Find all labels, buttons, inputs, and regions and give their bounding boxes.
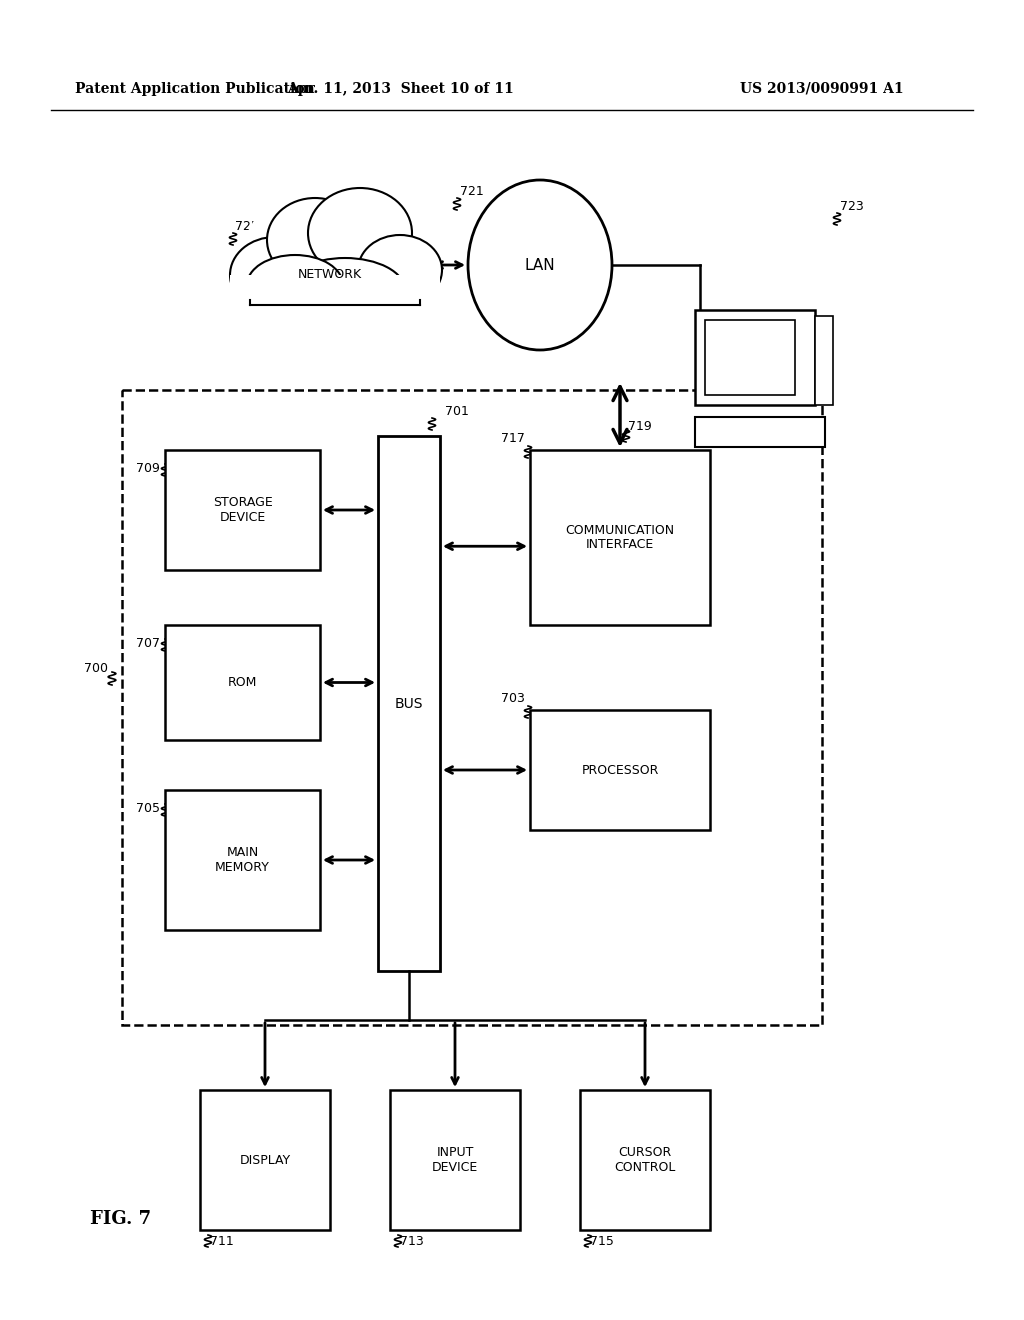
Ellipse shape [247,255,343,315]
Text: 721: 721 [460,185,483,198]
Text: 717: 717 [501,432,525,445]
Text: 725: 725 [234,220,259,234]
Text: 719: 719 [628,420,651,433]
Text: NETWORK: NETWORK [298,268,362,281]
Text: 713: 713 [400,1236,424,1247]
Text: 715: 715 [590,1236,613,1247]
Bar [165,450,319,570]
Text: COMMUNICATION
INTERFACE: COMMUNICATION INTERFACE [565,524,675,552]
Ellipse shape [308,187,412,279]
Ellipse shape [240,180,430,350]
Text: MAIN
MEMORY: MAIN MEMORY [215,846,270,874]
Ellipse shape [285,257,406,322]
Text: 707: 707 [136,638,160,649]
Ellipse shape [230,238,319,313]
Text: ROM: ROM [227,676,257,689]
Ellipse shape [267,198,362,282]
Bar [378,436,440,972]
Bar [165,789,319,931]
Text: US 2013/0090991 A1: US 2013/0090991 A1 [740,82,903,96]
Bar [390,1090,520,1230]
Bar [530,710,710,830]
Ellipse shape [468,180,612,350]
Ellipse shape [358,235,442,305]
Bar [122,389,822,1026]
Bar [705,319,795,395]
Bar [695,310,815,405]
Text: 705: 705 [136,803,160,814]
Text: Apr. 11, 2013  Sheet 10 of 11: Apr. 11, 2013 Sheet 10 of 11 [287,82,513,96]
Text: LAN: LAN [524,257,555,272]
Text: 709: 709 [136,462,160,475]
Bar [230,275,440,360]
Text: INPUT
DEVICE: INPUT DEVICE [432,1146,478,1173]
Text: Patent Application Publication: Patent Application Publication [75,82,314,96]
Text: 703: 703 [501,692,525,705]
Text: DISPLAY: DISPLAY [240,1154,291,1167]
Text: 711: 711 [210,1236,233,1247]
Text: 723: 723 [840,201,864,213]
Text: STORAGE
DEVICE: STORAGE DEVICE [213,496,272,524]
Text: BUS: BUS [394,697,423,710]
Bar [530,450,710,624]
Text: PROCESSOR: PROCESSOR [582,763,658,776]
Text: 701: 701 [445,405,469,418]
Bar [580,1090,710,1230]
Bar [165,624,319,741]
Text: 700: 700 [84,661,108,675]
Bar [200,1090,330,1230]
Bar [815,315,833,405]
Text: CURSOR
CONTROL: CURSOR CONTROL [614,1146,676,1173]
Text: FIG. 7: FIG. 7 [90,1210,152,1228]
Bar [695,417,825,447]
